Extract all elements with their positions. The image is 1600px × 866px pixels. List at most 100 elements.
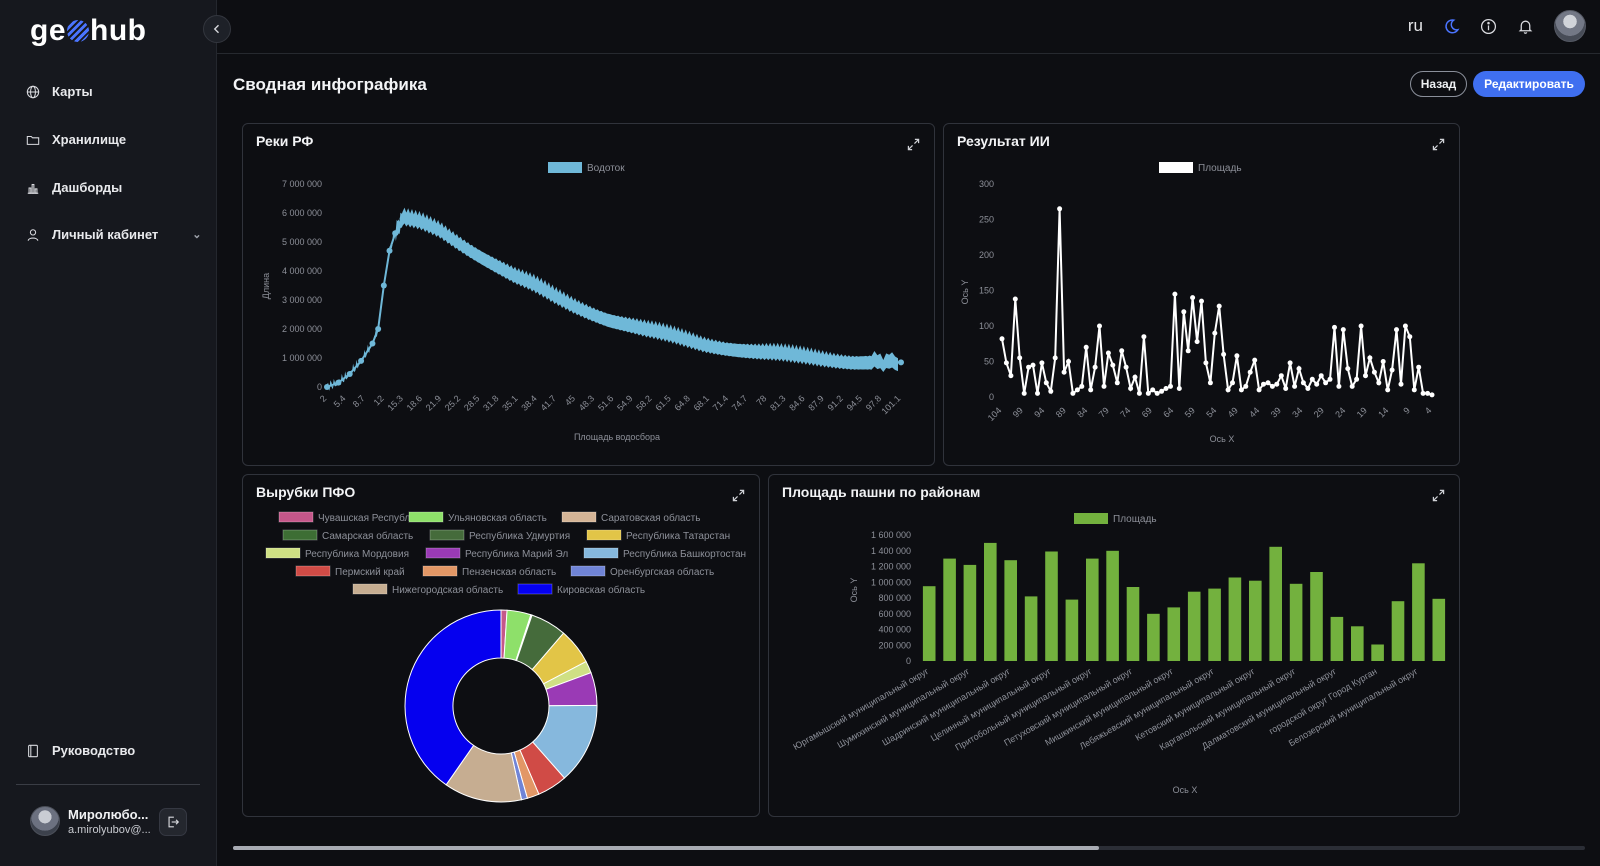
x-tick-label: 78: [754, 393, 768, 407]
x-tick-label: 87.9: [806, 393, 825, 412]
sidebar-item-dashboards[interactable]: Дашборды: [26, 180, 122, 195]
x-tick-label: 24: [1333, 405, 1347, 419]
legend-label: Республика Башкортостан: [623, 548, 746, 560]
data-point: [1398, 381, 1404, 387]
data-point: [1305, 386, 1311, 391]
language-switcher[interactable]: ru: [1407, 16, 1423, 35]
data-point: [718, 343, 725, 350]
data-point: [662, 331, 669, 338]
sidebar-item-label: Карты: [52, 84, 93, 99]
sidebar-item-label: Дашборды: [52, 180, 123, 195]
sidebar-item-storage[interactable]: Хранилище: [26, 132, 126, 147]
x-tick-label: 29: [1312, 405, 1326, 419]
bar: [1167, 607, 1181, 661]
sidebar-item-maps[interactable]: Карты: [26, 84, 93, 99]
x-tick-label: 4: [1423, 405, 1434, 416]
data-point: [1159, 388, 1165, 394]
expand-icon[interactable]: [907, 138, 920, 151]
data-point: [1128, 386, 1134, 391]
x-tick-label: 89: [1054, 405, 1068, 419]
y-axis-label: Ось Y: [849, 578, 859, 603]
chevron-down-icon[interactable]: ⌄: [192, 229, 202, 241]
data-point: [1172, 291, 1178, 297]
data-point: [605, 315, 612, 322]
data-point: [324, 384, 330, 390]
x-tick-label: 9: [1401, 405, 1412, 416]
data-point: [1261, 381, 1266, 387]
info-icon[interactable]: [1480, 18, 1497, 35]
bar: [1106, 550, 1119, 662]
y-tick-label: 50: [984, 357, 994, 367]
geohub-logo[interactable]: ge hub: [30, 14, 147, 48]
data-point: [1354, 376, 1360, 382]
moon-icon[interactable]: [1443, 18, 1460, 35]
x-tick-label: 91.2: [826, 393, 845, 412]
data-point: [1203, 360, 1209, 366]
data-point: [1141, 334, 1147, 340]
user-avatar-button[interactable]: [1554, 10, 1586, 42]
page-title: Сводная инфографика: [233, 75, 427, 94]
logo-text-right: hub: [90, 14, 147, 47]
bell-icon[interactable]: [1517, 18, 1534, 35]
user-icon: [27, 228, 39, 241]
data-point: [1163, 386, 1169, 391]
collapse-sidebar-button[interactable]: [203, 15, 231, 43]
logout-button[interactable]: [159, 808, 187, 836]
bar: [1024, 596, 1038, 661]
legend-swatch: [408, 511, 444, 523]
edit-button[interactable]: Редактировать: [1473, 71, 1585, 97]
user-email: a.mirolyubov@...: [68, 823, 151, 836]
data-point: [392, 230, 399, 237]
horizontal-scrollbar-thumb[interactable]: [233, 846, 1099, 850]
legend-swatch: [352, 583, 388, 595]
x-tick-label: 64: [1161, 405, 1175, 419]
chart-plowland: Площадь 0 200 000 400 000 600 000 800 000 1 00…: [791, 513, 1446, 795]
folder-icon: [26, 135, 40, 145]
bar: [1065, 599, 1079, 661]
expand-icon[interactable]: [1432, 489, 1445, 502]
data-point: [830, 356, 837, 363]
legend-label: Пермский край: [335, 567, 405, 578]
x-tick-label: 45: [563, 393, 577, 407]
sidebar-item-account[interactable]: Личный кабинет ⌄: [26, 227, 201, 242]
legend-swatch: [548, 162, 582, 173]
y-tick-label: 3 000 000: [282, 295, 322, 305]
bar: [1208, 588, 1221, 661]
sidebar-item-guide[interactable]: Руководство: [26, 743, 135, 758]
data-point: [1336, 383, 1342, 389]
data-point: [1287, 360, 1293, 366]
legend-label: Кировская область: [557, 584, 645, 596]
series-line-vodotok: [326, 217, 902, 388]
data-point: [1243, 383, 1249, 389]
y-tick-label: 1 000 000: [871, 577, 911, 587]
x-tick-label: 84.6: [787, 393, 806, 412]
x-tick-label: 69: [1140, 405, 1154, 419]
data-point: [1376, 380, 1382, 386]
back-button[interactable]: Назад: [1410, 71, 1467, 97]
data-point: [1269, 383, 1275, 389]
logo-text-left: ge: [30, 14, 67, 47]
legend-label: Республика Татарстан: [626, 530, 730, 542]
data-point: [1207, 380, 1213, 386]
avatar: [30, 806, 60, 836]
data-point: [1026, 364, 1032, 370]
x-tick-label: 81.3: [768, 393, 787, 412]
expand-icon[interactable]: [1432, 138, 1445, 151]
legend-swatch: [265, 547, 301, 559]
chart-title: Реки РФ: [256, 133, 314, 149]
data-point: [1012, 296, 1018, 302]
legend-swatch: [425, 547, 461, 559]
x-tick-label: 94.5: [845, 393, 864, 412]
data-point: [680, 336, 687, 343]
expand-icon[interactable]: [732, 489, 745, 502]
x-tick-label: 54.9: [615, 393, 634, 412]
y-axis-label: Длина: [261, 273, 271, 299]
user-profile[interactable]: Миролюбо... a.mirolyubov@...: [30, 806, 151, 836]
data-point: [1292, 383, 1298, 389]
data-point: [1194, 339, 1200, 345]
x-tick-label: 54: [1204, 405, 1218, 419]
legend-label: Республика Удмуртия: [469, 530, 570, 542]
bar: [1228, 577, 1242, 661]
x-tick-label: 79: [1097, 405, 1111, 419]
data-point: [549, 292, 556, 299]
